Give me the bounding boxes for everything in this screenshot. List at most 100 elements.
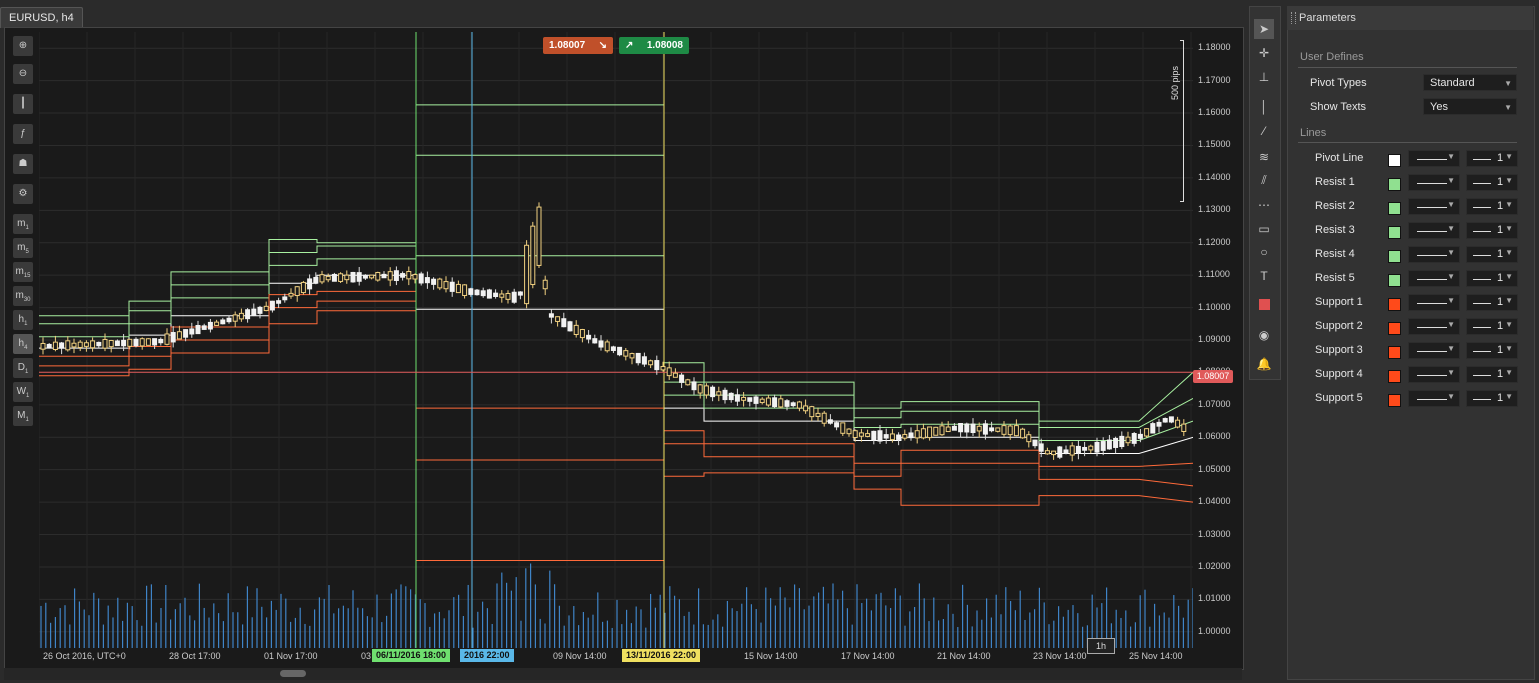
- timeframe-button[interactable]: W1: [13, 382, 33, 402]
- candle-body: [1013, 425, 1019, 437]
- crosshair-tool[interactable]: ✛: [1254, 43, 1274, 63]
- line-color-swatch[interactable]: [1388, 298, 1401, 311]
- line-color-swatch[interactable]: [1388, 202, 1401, 215]
- line-color-swatch[interactable]: [1388, 394, 1401, 407]
- line-style-select[interactable]: ▼: [1408, 318, 1460, 335]
- show-texts-select[interactable]: Yes ▼: [1423, 98, 1517, 115]
- line-width-select[interactable]: 1 ▼: [1466, 342, 1518, 359]
- vertical-line-tool[interactable]: │: [1254, 97, 1274, 117]
- line-color-swatch[interactable]: [1388, 250, 1401, 263]
- line-style-select[interactable]: ▼: [1408, 150, 1460, 167]
- candle-body: [654, 360, 660, 371]
- line-label: Resist 1: [1315, 176, 1355, 188]
- screenshot-icon: ◉: [1258, 328, 1270, 342]
- ellipse-tool[interactable]: ○: [1254, 242, 1274, 262]
- line-width-select[interactable]: 1 ▼: [1466, 246, 1518, 263]
- timeframe-button[interactable]: m30: [13, 286, 33, 306]
- chart-tab[interactable]: EURUSD, h4: [0, 7, 83, 28]
- candle-body: [1020, 428, 1026, 439]
- chart-type-button[interactable]: ┃: [13, 94, 33, 114]
- scrollbar-thumb[interactable]: [280, 670, 306, 677]
- candle-body: [443, 281, 449, 290]
- line-color-swatch[interactable]: [1388, 370, 1401, 383]
- line-style-select[interactable]: ▼: [1408, 246, 1460, 263]
- candle-body: [65, 340, 71, 351]
- candle-body: [350, 271, 356, 283]
- candle-body: [970, 423, 976, 434]
- line-color-swatch[interactable]: [1388, 346, 1401, 359]
- sell-button[interactable]: 1.08007 ↘: [543, 37, 613, 54]
- line-color-swatch[interactable]: [1388, 178, 1401, 191]
- timeframe-button[interactable]: h1: [13, 310, 33, 330]
- candle-body: [1075, 445, 1081, 454]
- pivot-types-select[interactable]: Standard ▼: [1423, 74, 1517, 91]
- candle-body: [114, 340, 120, 347]
- line-color-swatch[interactable]: [1388, 226, 1401, 239]
- line-style-select[interactable]: ▼: [1408, 198, 1460, 215]
- zoom-in-button[interactable]: ⊕: [13, 36, 33, 56]
- alert-tool[interactable]: 🔔: [1254, 354, 1274, 374]
- line-style-select[interactable]: ▼: [1408, 366, 1460, 383]
- line-color-swatch[interactable]: [1388, 322, 1401, 335]
- trend-line-tool[interactable]: ⁄: [1254, 121, 1274, 141]
- fib-expansion-tool[interactable]: ⋯: [1254, 195, 1274, 215]
- line-width-select[interactable]: 1 ▼: [1466, 222, 1518, 239]
- pivot-types-label: Pivot Types: [1310, 77, 1367, 89]
- text-tool[interactable]: T: [1254, 266, 1274, 286]
- chevron-down-icon: ▼: [1505, 248, 1513, 257]
- timeframe-sub: 30: [23, 297, 31, 303]
- pivot-line: [39, 274, 1193, 454]
- rectangle-tool[interactable]: ▭: [1254, 219, 1274, 239]
- timeframe-button[interactable]: h4: [13, 334, 33, 354]
- line-width-select[interactable]: 1 ▼: [1466, 294, 1518, 311]
- zoom-out-button[interactable]: ⊖: [13, 64, 33, 84]
- buy-button[interactable]: ↗ 1.08008: [619, 37, 689, 54]
- chart-settings-button[interactable]: ⚙: [13, 184, 33, 204]
- line-width-select[interactable]: 1 ▼: [1466, 174, 1518, 191]
- timeframe-button[interactable]: m15: [13, 262, 33, 282]
- line-color-swatch[interactable]: [1388, 274, 1401, 287]
- indicators-button[interactable]: ƒ: [13, 124, 33, 144]
- templates-button[interactable]: ☗: [13, 154, 33, 174]
- pitchfork-tool[interactable]: ⫽: [1254, 170, 1274, 190]
- color-swatch-tool[interactable]: [1254, 295, 1274, 315]
- zoom-out-icon: ⊖: [18, 68, 28, 79]
- timeframe-button[interactable]: m1: [13, 214, 33, 234]
- fibonacci-tool[interactable]: ≋: [1254, 147, 1274, 167]
- line-width-select[interactable]: 1 ▼: [1466, 390, 1518, 407]
- candle-body: [679, 374, 685, 383]
- line-style-select[interactable]: ▼: [1408, 390, 1460, 407]
- candle-body: [468, 288, 474, 295]
- line-width-select[interactable]: 1 ▼: [1466, 270, 1518, 287]
- timeframe-sub: 5: [25, 249, 29, 255]
- chevron-down-icon: ▼: [1505, 392, 1513, 401]
- candle-body: [548, 313, 554, 318]
- line-style-select[interactable]: ▼: [1408, 174, 1460, 191]
- screenshot-tool[interactable]: ◉: [1254, 325, 1274, 345]
- timeframe-button[interactable]: m5: [13, 238, 33, 258]
- line-width-select[interactable]: 1 ▼: [1466, 318, 1518, 335]
- price-tick-label: 1.16000: [1198, 107, 1231, 118]
- candle-body: [201, 325, 207, 330]
- cursor-tool[interactable]: ➤: [1254, 19, 1274, 39]
- price-tick-label: 1.17000: [1198, 74, 1231, 85]
- line-color-swatch[interactable]: [1388, 154, 1401, 167]
- time-tick-label: 26 Oct 2016, UTC+0: [43, 651, 126, 661]
- timeframe-button[interactable]: D1: [13, 358, 33, 378]
- horizontal-scrollbar[interactable]: [4, 668, 1242, 680]
- candle-body: [1125, 436, 1131, 444]
- timeframe-button[interactable]: M1: [13, 406, 33, 426]
- line-style-select[interactable]: ▼: [1408, 294, 1460, 311]
- line-style-select[interactable]: ▼: [1408, 270, 1460, 287]
- chart-plot[interactable]: [39, 32, 1193, 648]
- line-width-value: 1: [1497, 368, 1504, 380]
- line-style-select[interactable]: ▼: [1408, 342, 1460, 359]
- line-width-select[interactable]: 1 ▼: [1466, 198, 1518, 215]
- line-width-select[interactable]: 1 ▼: [1466, 150, 1518, 167]
- line-style-select[interactable]: ▼: [1408, 222, 1460, 239]
- line-width-select[interactable]: 1 ▼: [1466, 366, 1518, 383]
- chevron-down-icon: ▼: [1447, 392, 1455, 401]
- candle-body: [722, 389, 728, 401]
- line-style-preview: [1417, 351, 1447, 352]
- measure-tool[interactable]: ⊥: [1254, 67, 1274, 87]
